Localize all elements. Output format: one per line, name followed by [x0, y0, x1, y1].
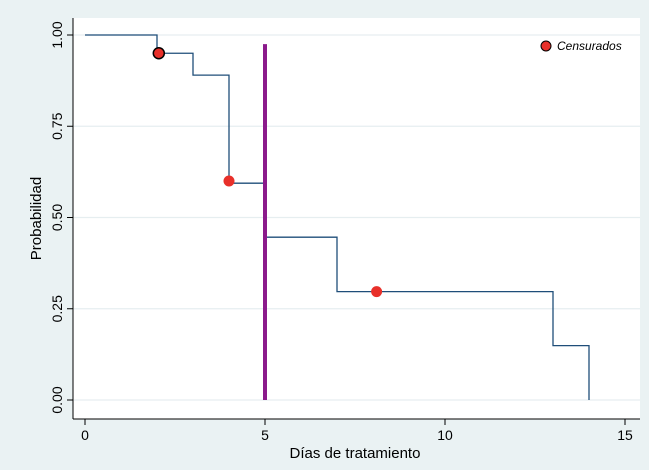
censored-point-0 [152, 47, 166, 60]
y-tick-label-3: 0.75 [49, 112, 65, 139]
y-tick-label-4: 1.00 [49, 21, 65, 48]
y-tick-label-0: 0.00 [49, 386, 65, 413]
data-layer [85, 34, 590, 400]
legend: Censurados [540, 39, 622, 53]
y-tick-label-2: 0.50 [49, 204, 65, 231]
grid-lines [73, 34, 640, 401]
legend-marker [540, 40, 552, 52]
y-axis-title: Probabilidad [28, 177, 45, 260]
x-tick-label-3: 15 [617, 427, 633, 443]
x-tick-label-0: 0 [81, 427, 89, 443]
axes: 0 5 10 15 0.00 0.25 0.50 0.75 1.00 [49, 18, 640, 443]
censored-point-1 [223, 175, 235, 187]
legend-label: Censurados [557, 39, 622, 53]
plot-area [73, 18, 640, 419]
x-tick-label-2: 10 [437, 427, 453, 443]
x-tick-label-1: 5 [261, 427, 269, 443]
x-axis-title: Días de tratamiento [290, 445, 421, 462]
censored-point-2 [371, 286, 383, 298]
y-tick-label-1: 0.25 [49, 295, 65, 322]
